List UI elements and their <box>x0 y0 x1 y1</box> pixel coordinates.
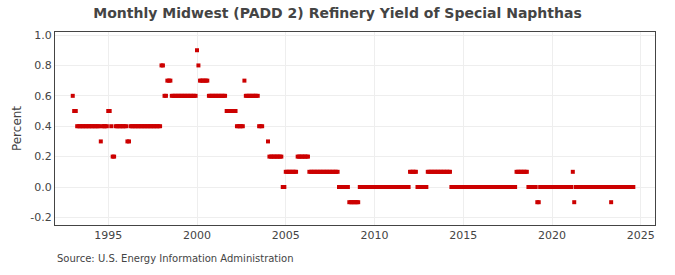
svg-text:0.8: 0.8 <box>34 59 52 72</box>
svg-text:2005: 2005 <box>272 229 300 242</box>
svg-text:2000: 2000 <box>183 229 211 242</box>
svg-text:1.0: 1.0 <box>34 29 52 42</box>
svg-text:-0.2: -0.2 <box>30 211 51 224</box>
svg-text:0.6: 0.6 <box>34 90 52 103</box>
svg-text:0.4: 0.4 <box>34 120 52 133</box>
svg-text:0.2: 0.2 <box>34 150 52 163</box>
svg-text:2020: 2020 <box>538 229 566 242</box>
svg-text:2015: 2015 <box>449 229 477 242</box>
svg-text:1995: 1995 <box>94 229 122 242</box>
svg-text:2010: 2010 <box>361 229 389 242</box>
svg-text:0.0: 0.0 <box>34 181 52 194</box>
svg-text:Percent: Percent <box>10 106 24 151</box>
svg-text:Monthly Midwest (PADD 2) Refin: Monthly Midwest (PADD 2) Refinery Yield … <box>93 5 582 21</box>
svg-text:2025: 2025 <box>627 229 655 242</box>
svg-text:Source: U.S. Energy Informatio: Source: U.S. Energy Information Administ… <box>57 253 294 264</box>
